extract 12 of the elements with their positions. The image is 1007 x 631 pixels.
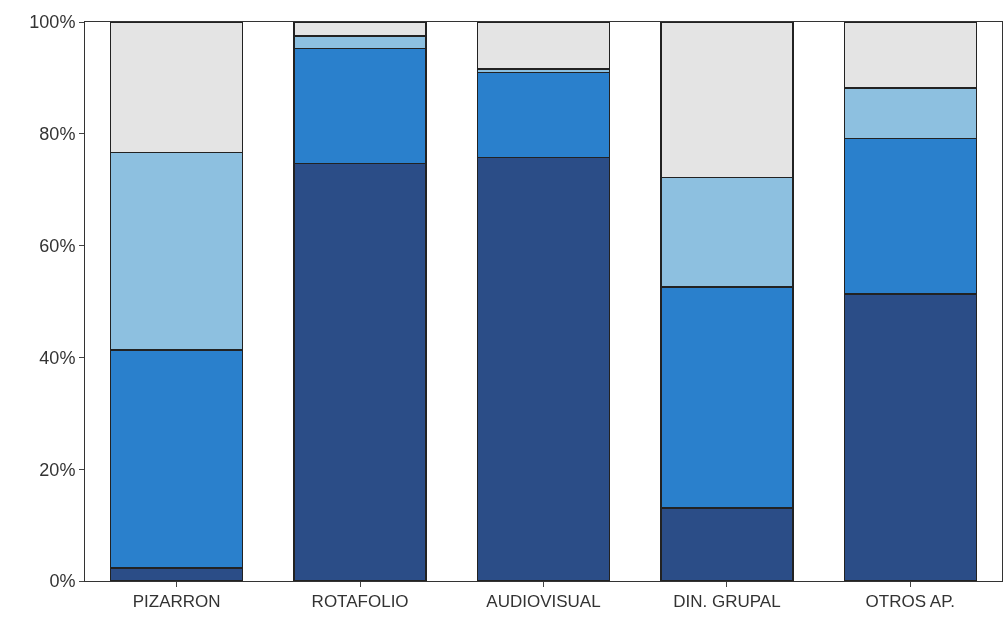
y-tick-label: 80% [39,124,76,145]
y-tick-label: 100% [29,12,76,33]
x-tick-label: DIN. GRUPAL [673,592,781,612]
y-tick-label: 40% [39,347,76,368]
y-tick-label: 0% [49,571,76,592]
bar [476,22,611,70]
x-tick-label: ROTAFOLIO [311,592,409,612]
y-tick-label: 20% [39,459,76,480]
x-tick-label: PIZARRON [132,592,221,612]
x-tick-label: AUDIOVISUAL [486,592,601,612]
y-tick-label: 60% [39,235,76,256]
x-tick-label: OTROS AP. [865,592,956,612]
